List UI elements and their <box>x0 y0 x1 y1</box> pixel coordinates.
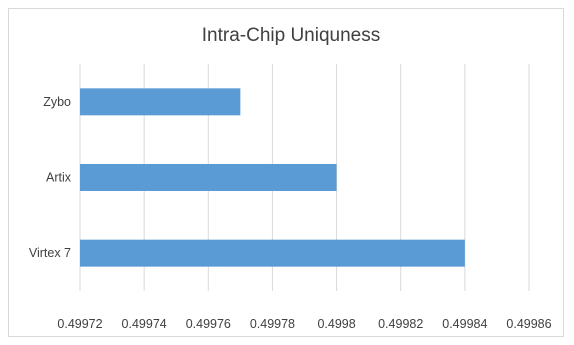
x-tick-labels: 0.49972 0.49974 0.49976 0.49978 0.4998 0.4998… <box>57 317 551 331</box>
bar-artix <box>80 164 337 191</box>
x-tick-label: 0.49976 <box>186 317 231 331</box>
x-tick-label: 0.49974 <box>122 317 167 331</box>
x-tick-label: 0.49986 <box>506 317 551 331</box>
x-tick-label: 0.49978 <box>250 317 295 331</box>
category-labels: Zybo Artix Virtex 7 <box>29 95 72 260</box>
category-label: Artix <box>46 171 72 185</box>
bar-virtex-7 <box>80 239 465 267</box>
bars <box>80 88 465 267</box>
x-tick-label: 0.49972 <box>57 317 102 331</box>
x-tick-label: 0.4998 <box>317 317 355 331</box>
x-tick-label: 0.49982 <box>378 317 423 331</box>
category-label: Zybo <box>43 95 71 109</box>
x-tick-label: 0.49984 <box>442 317 487 331</box>
category-label: Virtex 7 <box>29 246 71 260</box>
bar-zybo <box>80 88 241 116</box>
chart-title: Intra-Chip Uniquness <box>202 25 380 46</box>
